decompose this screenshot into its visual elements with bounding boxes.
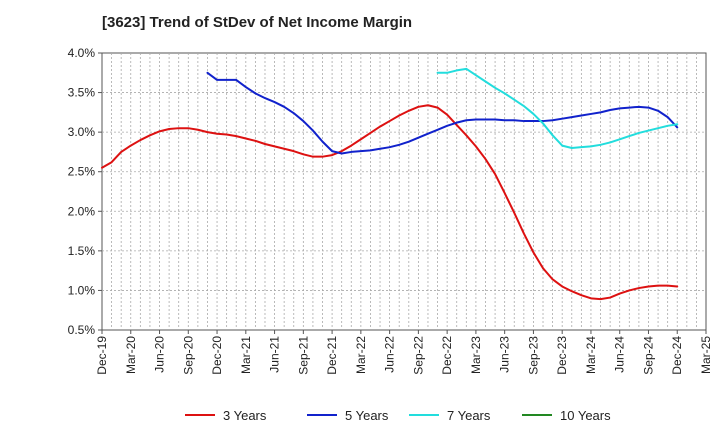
x-tick-label: Mar-23 — [469, 336, 483, 374]
x-tick-label: Sep-23 — [526, 336, 540, 375]
plot-area — [101, 52, 707, 331]
x-tick-label: Sep-24 — [641, 336, 655, 375]
series-line-5-years — [206, 71, 679, 155]
y-tick-label: 0.5% — [68, 323, 96, 337]
series-line-3-years — [101, 104, 679, 301]
y-tick-label: 4.0% — [68, 46, 96, 60]
series-line-7-years — [436, 67, 679, 149]
x-tick-label: Dec-19 — [95, 336, 109, 375]
chart-title: [3623] Trend of StDev of Net Income Marg… — [102, 14, 412, 31]
x-tick-label: Jun-20 — [153, 336, 167, 373]
legend-label: 5 Years — [345, 408, 389, 423]
x-tick-label: Dec-20 — [210, 336, 224, 375]
x-tick-label: Dec-24 — [670, 336, 684, 375]
y-tick-label: 2.5% — [68, 165, 96, 179]
x-tick-label: Sep-22 — [411, 336, 425, 375]
x-tick-label: Mar-22 — [354, 336, 368, 374]
x-tick-label: Dec-23 — [555, 336, 569, 375]
x-tick-label: Jun-21 — [268, 336, 282, 373]
x-tick-label: Dec-21 — [325, 336, 339, 375]
x-tick-label: Sep-21 — [296, 336, 310, 375]
x-tick-label: Mar-25 — [699, 336, 713, 374]
y-tick-label: 3.0% — [68, 125, 96, 139]
y-tick-label: 1.0% — [68, 283, 96, 297]
x-tick-label: Mar-21 — [239, 336, 253, 374]
x-tick-label: Sep-20 — [181, 336, 195, 375]
plot-frame — [101, 52, 707, 331]
x-tick-label: Jun-22 — [383, 336, 397, 373]
x-tick-label: Mar-20 — [124, 336, 138, 374]
y-tick-label: 2.0% — [68, 204, 96, 218]
legend-label: 3 Years — [223, 408, 267, 423]
x-tick-label: Dec-22 — [440, 336, 454, 375]
series-lines — [101, 67, 679, 301]
y-axis-ticks: 4.0% 3.5% 3.0% 2.5% 2.0% 1.5% 1.0% 0.5% — [68, 46, 102, 337]
y-tick-label: 3.5% — [68, 86, 96, 100]
x-tick-label: Jun-24 — [613, 336, 627, 373]
x-axis-ticks: Dec-19 Mar-20 Jun-20 Sep-20 Dec-20 Mar-21 Jun-… — [95, 330, 713, 375]
legend-label: 7 Years — [447, 408, 491, 423]
y-tick-label: 1.5% — [68, 244, 96, 258]
x-tick-label: Mar-24 — [584, 336, 598, 374]
grid — [102, 53, 706, 330]
x-tick-label: Jun-23 — [498, 336, 512, 373]
legend: 3 Years 5 Years 7 Years 10 Years — [185, 408, 611, 423]
legend-label: 10 Years — [560, 408, 611, 423]
